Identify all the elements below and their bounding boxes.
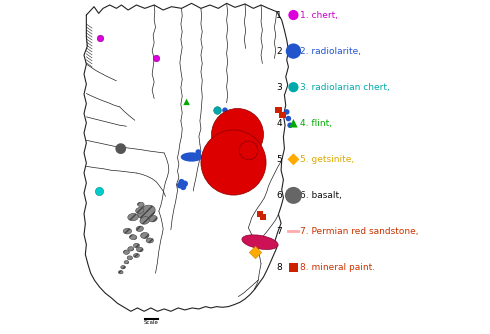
Text: 6. basalt,: 6. basalt, bbox=[300, 191, 342, 200]
Ellipse shape bbox=[128, 246, 134, 251]
Ellipse shape bbox=[138, 205, 155, 219]
Point bbox=[221, 108, 229, 113]
Ellipse shape bbox=[141, 232, 149, 238]
Point bbox=[216, 131, 224, 136]
Text: 7: 7 bbox=[276, 227, 282, 236]
Point bbox=[274, 108, 282, 113]
Ellipse shape bbox=[242, 235, 278, 249]
Point bbox=[234, 181, 242, 186]
Ellipse shape bbox=[133, 243, 140, 248]
Point bbox=[256, 211, 264, 216]
Ellipse shape bbox=[119, 271, 123, 274]
Text: 4: 4 bbox=[276, 119, 282, 128]
Point bbox=[286, 123, 294, 128]
Ellipse shape bbox=[127, 256, 132, 260]
Ellipse shape bbox=[146, 238, 153, 243]
Point bbox=[152, 56, 160, 61]
Ellipse shape bbox=[138, 202, 144, 206]
Point bbox=[177, 179, 185, 185]
Point bbox=[195, 149, 202, 155]
Text: 8: 8 bbox=[276, 263, 282, 272]
Point bbox=[238, 188, 245, 193]
Ellipse shape bbox=[181, 152, 202, 162]
Point bbox=[290, 265, 297, 270]
Ellipse shape bbox=[136, 207, 144, 213]
Point bbox=[254, 126, 262, 131]
Ellipse shape bbox=[123, 228, 132, 234]
Point bbox=[245, 161, 252, 166]
Point bbox=[290, 193, 297, 198]
Point bbox=[243, 154, 250, 160]
Point bbox=[213, 124, 220, 130]
Point bbox=[259, 214, 267, 220]
Point bbox=[241, 148, 249, 153]
Text: 3: 3 bbox=[276, 83, 282, 92]
Ellipse shape bbox=[121, 266, 125, 269]
Text: 7. Permian red sandstone,: 7. Permian red sandstone, bbox=[300, 227, 418, 236]
Ellipse shape bbox=[136, 226, 144, 231]
Point bbox=[233, 174, 241, 180]
Ellipse shape bbox=[149, 216, 157, 222]
Point bbox=[229, 121, 237, 126]
Point bbox=[283, 109, 291, 115]
Point bbox=[229, 159, 237, 165]
Point bbox=[95, 188, 102, 194]
Point bbox=[290, 12, 297, 18]
Text: 5. getsinite,: 5. getsinite, bbox=[300, 155, 354, 164]
Point bbox=[117, 146, 124, 151]
Point bbox=[290, 157, 297, 162]
Point bbox=[245, 148, 252, 153]
Point bbox=[181, 181, 189, 186]
Text: 5: 5 bbox=[276, 155, 282, 164]
Point bbox=[251, 249, 259, 255]
Text: 1: 1 bbox=[276, 11, 282, 19]
Point bbox=[226, 134, 234, 140]
Point bbox=[221, 146, 229, 151]
Text: 4. flint,: 4. flint, bbox=[300, 119, 332, 128]
Text: 2. radiolarite,: 2. radiolarite, bbox=[300, 47, 361, 55]
Point bbox=[228, 141, 236, 146]
Ellipse shape bbox=[129, 234, 137, 240]
Text: 1. chert,: 1. chert, bbox=[300, 11, 338, 19]
Point bbox=[228, 114, 236, 120]
Point bbox=[224, 128, 232, 133]
Point bbox=[256, 133, 264, 138]
Point bbox=[246, 168, 254, 173]
Point bbox=[290, 121, 297, 126]
Ellipse shape bbox=[133, 254, 140, 258]
Point bbox=[213, 108, 220, 113]
Point bbox=[290, 48, 297, 54]
Text: 2: 2 bbox=[276, 47, 282, 55]
Point bbox=[176, 183, 184, 188]
Point bbox=[290, 85, 297, 90]
Ellipse shape bbox=[123, 250, 129, 255]
Point bbox=[278, 113, 286, 118]
Point bbox=[179, 184, 187, 190]
Text: 6: 6 bbox=[276, 191, 282, 200]
Ellipse shape bbox=[124, 261, 129, 264]
Point bbox=[231, 168, 239, 173]
Point bbox=[285, 116, 293, 121]
Point bbox=[233, 131, 241, 136]
Point bbox=[223, 119, 231, 125]
Ellipse shape bbox=[136, 247, 143, 252]
Text: 3. radiolarian chert,: 3. radiolarian chert, bbox=[300, 83, 390, 92]
Text: Scale: Scale bbox=[144, 320, 159, 325]
Text: 8. mineral paint.: 8. mineral paint. bbox=[300, 263, 375, 272]
Ellipse shape bbox=[140, 217, 150, 224]
Point bbox=[224, 179, 232, 185]
Point bbox=[220, 139, 227, 145]
Ellipse shape bbox=[128, 213, 139, 221]
Point bbox=[96, 36, 103, 41]
Point bbox=[183, 99, 191, 105]
